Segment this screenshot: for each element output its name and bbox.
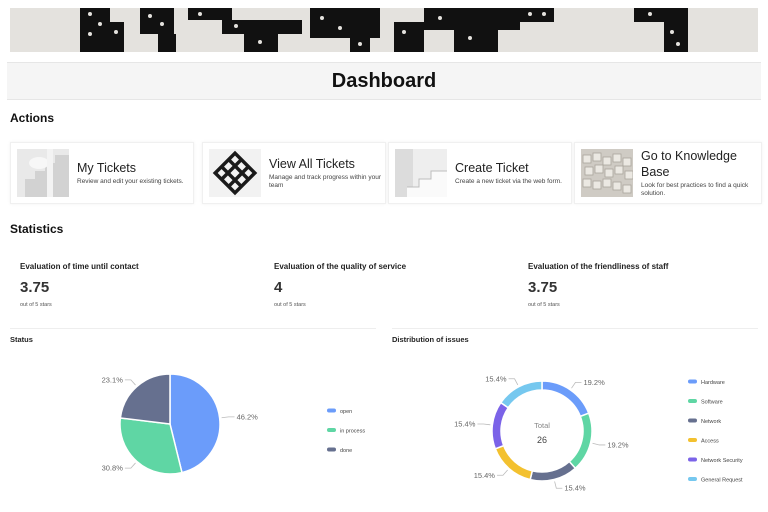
legend-item-in-process[interactable]: in process [340,429,365,435]
card-title: Go to Knowledge Base [641,149,737,179]
legend-swatch [688,418,697,423]
data-label: 15.4% [454,419,476,428]
card-description: Create a new ticket via the web form. [455,178,562,185]
slice-in-process[interactable] [119,417,183,475]
card-title: My Tickets [77,161,137,175]
stat-value: 4 [274,279,283,296]
card-description: Manage and track progress within your te… [269,174,382,189]
label-line [496,469,508,476]
slice-hardware[interactable] [541,380,590,418]
status-chart-title: Status [10,335,33,344]
divider [392,328,758,329]
blocks-image [581,149,633,197]
legend-item-access[interactable]: Access [701,439,719,445]
statistics-section-title: Statistics [10,222,64,236]
status-pie-chart: 46.2% 30.8% 23.1% open in process done [102,373,365,475]
slice-done[interactable] [119,373,171,425]
legend-swatch [688,438,697,442]
data-label: 15.4% [474,471,496,480]
legend-swatch [327,428,336,432]
stairs-image [17,149,69,197]
label-line [221,416,235,419]
slice-network[interactable] [529,460,577,482]
data-label: 46.2% [237,412,259,421]
label-line [592,442,606,446]
legend-item-network-security[interactable]: Network Security [701,458,743,464]
card-title: Create Ticket [455,161,529,175]
label-line [508,378,519,386]
card-description: Look for best practices to find a quick … [641,182,749,197]
donut-total-label: Total [534,421,550,430]
legend-swatch [327,447,336,452]
knowledge-base-card[interactable]: Go to Knowledge Base Look for best pract… [574,142,762,204]
stat-value: 3.75 [20,279,50,296]
legend-item-network[interactable]: Network [701,419,721,425]
legend-item-open[interactable]: open [340,409,352,415]
legend-swatch [688,457,697,462]
stat-subtext: out of 5 stars [274,302,306,308]
slice-access[interactable] [494,444,534,481]
slice-open[interactable] [169,373,221,474]
stat-time-until-contact: Evaluation of time until contact 3.75 ou… [20,262,260,308]
slice-software[interactable] [568,412,593,470]
label-line [124,379,136,386]
header-banner-image [10,8,758,52]
create-ticket-card[interactable]: Create Ticket Create a new ticket via th… [388,142,572,204]
steps-image [395,149,447,197]
stat-friendliness-of-staff: Evaluation of the friendliness of staff … [528,262,768,308]
card-title: View All Tickets [269,157,355,171]
legend-item-software[interactable]: Software [701,400,723,406]
data-label: 19.2% [607,440,629,449]
slice-network-security[interactable] [491,401,510,450]
data-label: 23.1% [102,375,124,384]
legend-swatch [327,408,336,413]
legend-item-general-request[interactable]: General Request [701,478,743,484]
stat-label: Evaluation of the friendliness of staff [528,262,669,271]
data-label: 30.8% [102,464,124,473]
donut-total-value: 26 [537,435,547,445]
label-line [571,382,582,389]
actions-section-title: Actions [10,111,55,125]
page-title: Dashboard [331,69,437,92]
stat-subtext: out of 5 stars [20,302,52,308]
label-line [554,481,563,489]
label-line [477,423,491,426]
data-label: 15.4% [485,374,507,383]
stat-subtext: out of 5 stars [528,302,560,308]
view-all-tickets-card[interactable]: View All Tickets Manage and track progre… [202,142,386,204]
divider [10,328,376,329]
actions-row: My Tickets Review and edit your existing… [10,142,762,204]
slice-general-request[interactable] [499,380,543,409]
distribution-donut-chart: 19.2% 19.2% 15.4% 15.4% 15.4% 15.4% Hardware So… [454,374,743,493]
legend-swatch [688,379,697,384]
legend-swatch [688,399,697,403]
legend-swatch [688,477,697,481]
stat-quality-of-service: Evaluation of the quality of service 4 o… [274,262,514,308]
stat-label: Evaluation of time until contact [20,262,139,271]
legend-item-done[interactable]: done [340,448,352,454]
data-label: 19.2% [583,378,605,387]
label-line [124,462,136,469]
stat-label: Evaluation of the quality of service [274,262,407,271]
legend-item-hardware[interactable]: Hardware [701,380,725,386]
data-label: 15.4% [564,484,586,493]
lattice-image [209,149,261,197]
my-tickets-card[interactable]: My Tickets Review and edit your existing… [10,142,194,204]
stat-value: 3.75 [528,279,558,296]
dashboard-header: Dashboard [7,62,761,100]
distribution-chart-title: Distribution of issues [392,335,469,344]
card-description: Review and edit your existing tickets. [77,178,184,185]
